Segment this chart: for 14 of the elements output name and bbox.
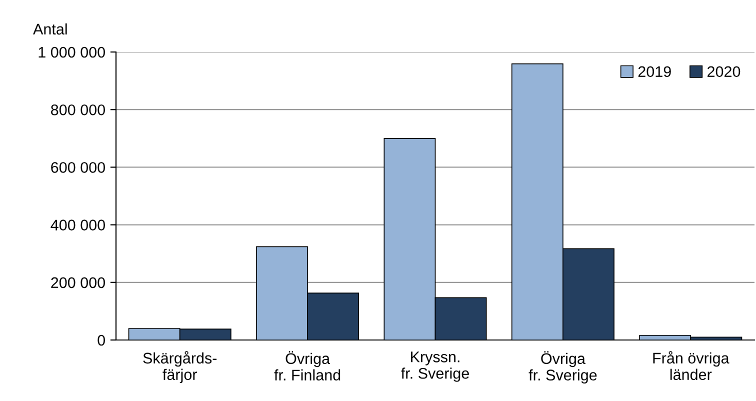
y-tick-label: 600 000 xyxy=(51,162,105,173)
y-tick-label: 1 000 000 xyxy=(38,46,105,58)
y-tick-label: 200 000 xyxy=(51,277,105,288)
legend-label: 2019 xyxy=(638,66,671,78)
x-tick-label: Övriga fr. Sverige xyxy=(528,351,597,384)
y-tick-label: 800 000 xyxy=(51,104,105,116)
y-tick-label: 0 xyxy=(98,334,105,346)
y-tick-label: 400 000 xyxy=(50,220,105,230)
x-tick-label: Från övriga länder xyxy=(653,351,730,380)
x-tick-label: Skärgårds- färjor xyxy=(143,351,217,384)
y-axis-title: Antal xyxy=(33,23,67,35)
x-tick-label: Kryssn. fr. Sverige xyxy=(401,352,469,382)
legend-label: 2020 xyxy=(708,66,740,78)
x-tick-label: Övriga fr. Finland xyxy=(274,351,340,381)
